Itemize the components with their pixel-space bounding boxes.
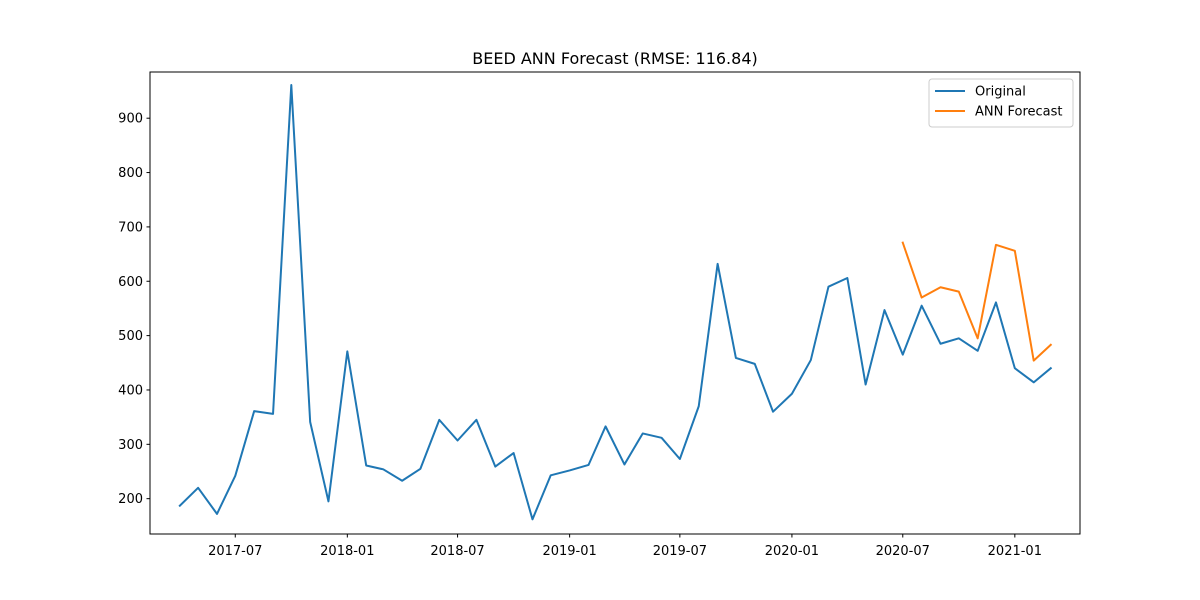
x-tick-label: 2019-07 [653, 544, 707, 559]
series-line-original [178, 84, 1053, 521]
x-tick-label: 2020-01 [765, 544, 819, 559]
y-tick-label: 200 [118, 492, 143, 507]
x-tick-label: 2017-07 [208, 544, 262, 559]
y-tick-label: 600 [118, 275, 143, 290]
series-layer [178, 84, 1053, 521]
legend-label-ann-forecast: ANN Forecast [975, 105, 1062, 120]
plot-frame [149, 71, 1081, 535]
y-axis: 200 300 400 500 600 700 800 900 [118, 112, 150, 507]
x-axis: 2017-07 2018-01 2018-07 2019-01 2019-07 2020-… [208, 534, 1042, 559]
y-tick-label: 900 [118, 112, 143, 127]
series-line-ann-forecast [901, 241, 1053, 362]
legend: Original ANN Forecast [928, 78, 1074, 128]
x-tick-label: 2020-07 [876, 544, 930, 559]
x-tick-label: 2018-01 [320, 544, 374, 559]
y-tick-label: 400 [118, 383, 143, 398]
x-tick-label: 2018-07 [430, 544, 484, 559]
y-tick-label: 800 [118, 166, 143, 181]
x-tick-label: 2021-01 [988, 544, 1042, 559]
legend-label-original: Original [975, 85, 1026, 100]
y-tick-label: 700 [118, 220, 143, 235]
x-tick-label: 2019-01 [542, 544, 596, 559]
plot-area [150, 72, 1080, 534]
y-tick-label: 500 [118, 329, 143, 344]
y-tick-label: 300 [118, 438, 143, 453]
chart-title: BEED ANN Forecast (RMSE: 116.84) [472, 49, 758, 68]
